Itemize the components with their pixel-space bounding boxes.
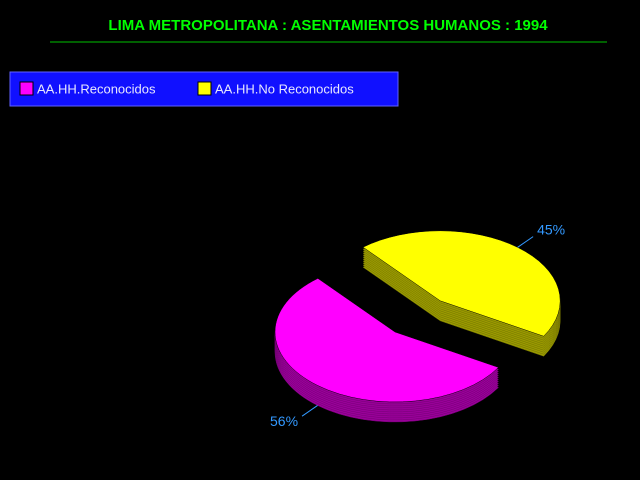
leader-line <box>301 405 318 417</box>
data-label: 45% <box>537 221 565 237</box>
slice <box>274 278 499 403</box>
leader-line <box>517 236 534 248</box>
data-label: 56% <box>270 413 298 429</box>
slice <box>362 230 561 337</box>
legend-label: AA.HH.Reconocidos <box>37 81 156 96</box>
legend-label: AA.HH.No Reconocidos <box>215 81 354 96</box>
legend-swatch <box>197 81 212 96</box>
chart-title: LIMA METROPOLITANA : ASENTAMIENTOS HUMAN… <box>108 17 548 34</box>
legend-swatch <box>19 81 34 96</box>
